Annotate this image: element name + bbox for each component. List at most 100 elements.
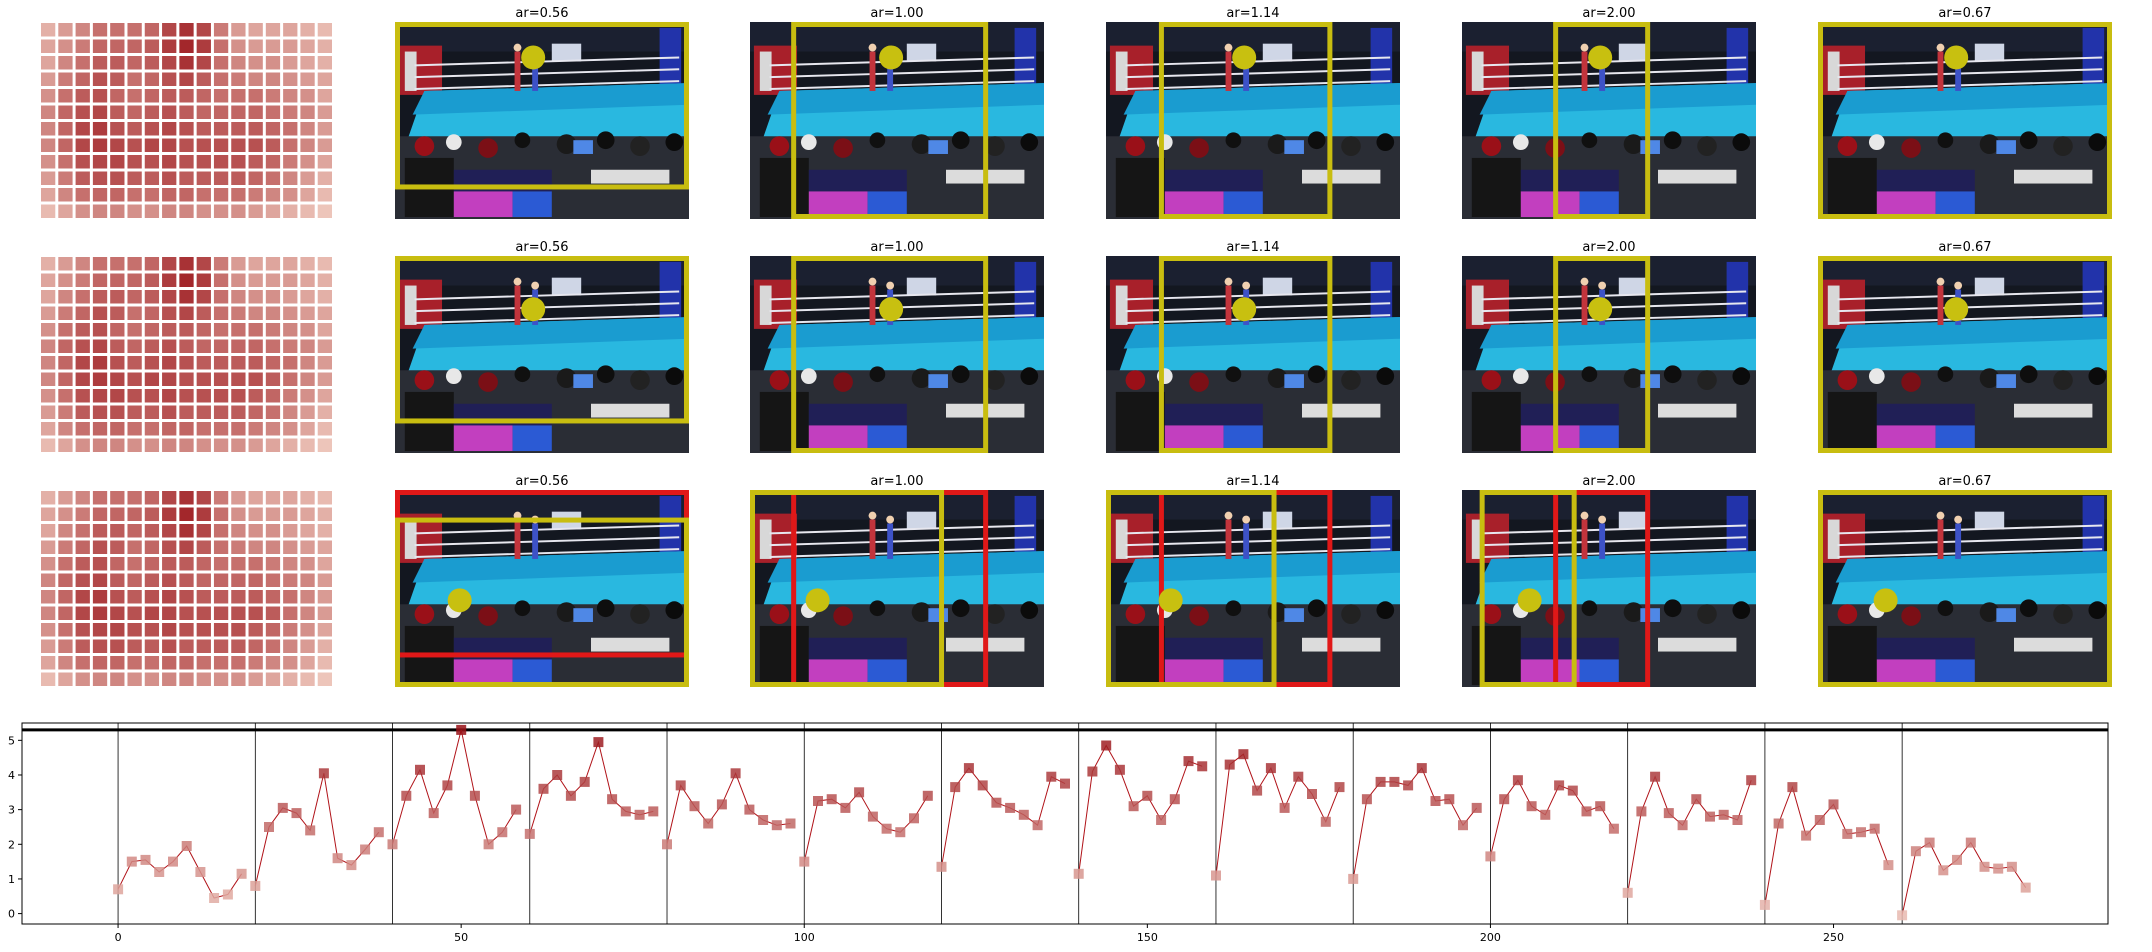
- heatmap-cell: [127, 339, 142, 353]
- heatmap-cell: [283, 606, 298, 620]
- heatmap-cell: [144, 306, 160, 320]
- data-point: [1389, 776, 1400, 787]
- data-point: [840, 802, 851, 813]
- yellow-crop-box: [1106, 490, 1277, 687]
- heatmap-cell: [196, 138, 211, 152]
- heatmap-cell: [213, 573, 229, 587]
- heatmap-cell: [110, 672, 125, 686]
- heatmap-cell: [231, 590, 246, 604]
- heatmap-cell: [127, 39, 142, 53]
- data-point: [1224, 759, 1235, 770]
- heatmap-cell: [92, 491, 108, 505]
- heatmap-cell: [317, 122, 332, 136]
- heatmap-cell: [196, 188, 211, 202]
- saliency-point: [805, 588, 830, 613]
- panel-title: ar=2.00: [1582, 240, 1635, 255]
- heatmap-cell: [127, 204, 142, 218]
- heatmap-cell: [231, 524, 246, 538]
- heatmap-cell: [75, 306, 90, 320]
- heatmap-cell: [248, 89, 263, 103]
- heatmap-cell: [75, 188, 90, 202]
- heatmap-cell: [231, 422, 246, 436]
- boxing-frame-image: [1106, 256, 1400, 453]
- data-point: [1005, 802, 1016, 813]
- data-point: [195, 867, 206, 877]
- data-point: [1252, 785, 1263, 796]
- heatmap-cell: [58, 557, 73, 571]
- data-point: [181, 841, 192, 851]
- panel-title: ar=0.56: [515, 6, 568, 21]
- data-point: [593, 737, 604, 748]
- heatmap-cell: [231, 339, 246, 353]
- heatmap-cell: [92, 639, 108, 653]
- heatmap-cell: [248, 171, 263, 185]
- heatmap-cell: [75, 56, 90, 70]
- heatmap-cell: [162, 155, 177, 169]
- data-point: [648, 806, 659, 817]
- score-line: [1764, 785, 1889, 905]
- data-point: [1554, 780, 1565, 791]
- heatmap-cell: [265, 72, 281, 86]
- heatmap-cell: [179, 507, 194, 521]
- heatmap-cell: [58, 306, 73, 320]
- heatmap-cell: [248, 639, 263, 653]
- heatmap-cell: [283, 405, 298, 419]
- heatmap-cell: [248, 672, 263, 686]
- heatmap-cell: [41, 507, 56, 521]
- heatmap-cell: [162, 339, 177, 353]
- heatmap-cell: [162, 323, 177, 337]
- heatmap-cell: [110, 122, 125, 136]
- heatmap-cell: [231, 122, 246, 136]
- heatmap-cell: [127, 56, 142, 70]
- data-point: [1677, 820, 1688, 831]
- heatmap-cell: [144, 438, 160, 452]
- heatmap-cell: [265, 23, 281, 37]
- saliency-point: [1944, 297, 1969, 322]
- data-point: [1361, 794, 1372, 805]
- heatmap-cell: [179, 639, 194, 653]
- heatmap-cell: [144, 540, 160, 554]
- data-point: [703, 818, 714, 829]
- data-point: [1636, 806, 1647, 817]
- heatmap-cell: [179, 491, 194, 505]
- heatmap-cell: [144, 389, 160, 403]
- heatmap-cell: [300, 656, 315, 670]
- yellow-crop-box: [1818, 256, 2112, 453]
- heatmap-cell: [127, 23, 142, 37]
- heatmap-cell: [110, 405, 125, 419]
- heatmap-cell: [110, 56, 125, 70]
- heatmap-cell: [92, 155, 108, 169]
- heatmap-cell: [248, 606, 263, 620]
- heatmap-cell: [144, 405, 160, 419]
- heatmap-cell: [317, 639, 332, 653]
- heatmap-cell: [127, 540, 142, 554]
- heatmap-cell: [248, 405, 263, 419]
- data-point: [1540, 809, 1551, 820]
- heatmap-cell: [283, 422, 298, 436]
- heatmap-cell: [41, 105, 56, 119]
- x-tick-label: 150: [1137, 931, 1158, 944]
- heatmap-cell: [213, 188, 229, 202]
- heatmap-cell: [162, 540, 177, 554]
- heatmap-cell: [231, 72, 246, 86]
- data-point: [922, 790, 933, 801]
- heatmap-cell: [300, 507, 315, 521]
- heatmap-cell: [144, 72, 160, 86]
- heatmap-cell: [127, 257, 142, 271]
- heatmap-cell: [231, 138, 246, 152]
- frame-panel: ar=2.00: [1462, 240, 1756, 453]
- heatmap-cell: [196, 290, 211, 304]
- data-point: [1828, 799, 1839, 810]
- heatmap-cell: [265, 171, 281, 185]
- heatmap-cell: [75, 557, 90, 571]
- data-point: [483, 839, 494, 850]
- heatmap-cell: [41, 171, 56, 185]
- heatmap-cell: [300, 356, 315, 370]
- heatmap-cell: [283, 171, 298, 185]
- heatmap-cell: [41, 639, 56, 653]
- heatmap-cell: [231, 557, 246, 571]
- heatmap-cell: [58, 290, 73, 304]
- heatmap-cell: [58, 105, 73, 119]
- data-point: [799, 856, 810, 867]
- heatmap-cell: [283, 204, 298, 218]
